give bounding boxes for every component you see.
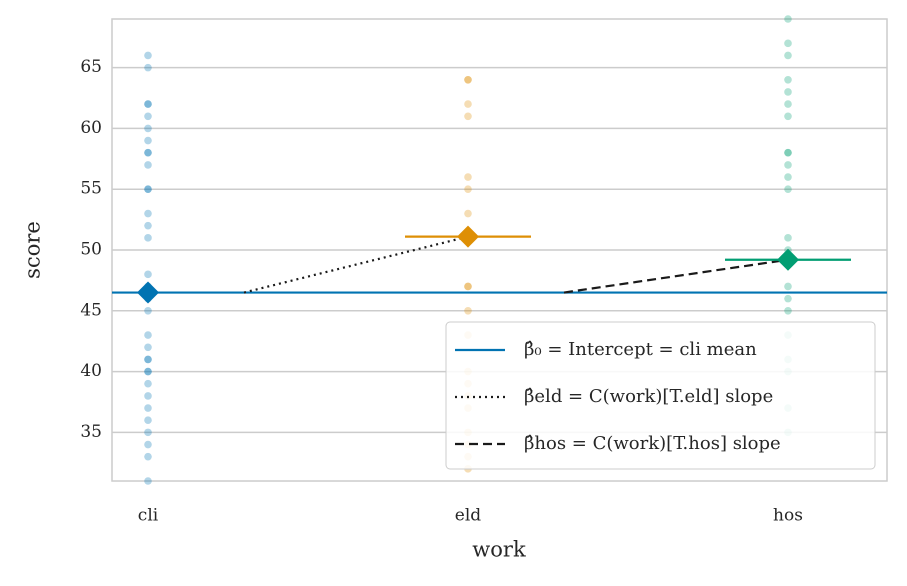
legend-box: [445, 321, 876, 470]
data-point: [464, 282, 472, 291]
data-point: [464, 306, 472, 315]
data-point: [144, 221, 152, 230]
data-point: [144, 112, 152, 121]
data-point: [784, 39, 792, 48]
data-point: [144, 416, 152, 425]
data-point: [464, 185, 472, 194]
mean-marker: [137, 281, 159, 304]
data-point: [144, 404, 152, 412]
y-tick-label: 60: [80, 118, 102, 138]
legend-label: β̂eld = C(work)[T.eld] slope: [524, 386, 773, 407]
data-point: [144, 306, 152, 315]
data-point: [464, 100, 472, 108]
data-point: [144, 477, 152, 485]
data-point: [144, 331, 152, 339]
data-point: [464, 75, 472, 84]
data-point: [784, 88, 792, 96]
x-tick-label: cli: [138, 506, 159, 526]
data-point: [144, 51, 152, 60]
data-point: [144, 100, 152, 108]
legend-label: β̂hos = C(work)[T.hos] slope: [524, 433, 781, 454]
data-point: [144, 124, 152, 133]
data-point: [784, 112, 792, 121]
data-point: [144, 392, 152, 400]
data-point: [784, 75, 792, 84]
data-point: [144, 367, 152, 376]
data-point: [784, 234, 792, 242]
y-tick-label: 45: [80, 300, 102, 320]
data-point: [144, 428, 152, 437]
y-axis-label: score: [21, 221, 45, 279]
data-point: [144, 148, 152, 157]
data-point: [144, 185, 152, 194]
data-point: [784, 282, 792, 291]
data-point: [144, 440, 152, 449]
data-point: [464, 112, 472, 121]
data-point: [784, 148, 792, 157]
x-axis-label: work: [472, 538, 526, 562]
data-point: [144, 161, 152, 169]
data-point: [784, 294, 792, 303]
data-point: [144, 355, 152, 364]
data-point: [144, 379, 152, 388]
mean-marker: [457, 225, 479, 248]
data-point: [784, 173, 792, 181]
data-point: [144, 148, 152, 157]
y-tick-label: 50: [80, 240, 102, 260]
data-point: [144, 343, 152, 352]
y-tick-label: 40: [80, 361, 102, 381]
y-tick-label: 65: [80, 57, 102, 77]
data-point: [784, 51, 792, 60]
legend-label: β̂₀ = Intercept = cli mean: [524, 339, 757, 360]
data-point: [144, 367, 152, 376]
data-point: [144, 355, 152, 364]
data-point: [464, 75, 472, 84]
data-point: [784, 15, 792, 23]
data-point: [144, 100, 152, 108]
data-point: [144, 270, 152, 279]
x-tick-label: hos: [773, 506, 803, 526]
y-tick-label: 35: [80, 422, 102, 442]
slope-line: [563, 258, 789, 294]
y-tick-label: 55: [80, 179, 102, 199]
data-point: [464, 282, 472, 291]
data-point: [784, 161, 792, 169]
data-point: [144, 63, 152, 72]
data-point: [784, 185, 792, 194]
data-point: [144, 234, 152, 242]
data-point: [144, 452, 152, 461]
data-point: [784, 148, 792, 157]
data-point: [144, 185, 152, 194]
data-point: [144, 209, 152, 218]
data-point: [784, 100, 792, 108]
x-tick-label: eld: [455, 506, 481, 526]
data-point: [144, 136, 152, 145]
data-point: [784, 306, 792, 315]
slope-line: [243, 235, 469, 294]
mean-marker: [777, 248, 799, 271]
data-point: [464, 209, 472, 218]
data-point: [464, 173, 472, 181]
